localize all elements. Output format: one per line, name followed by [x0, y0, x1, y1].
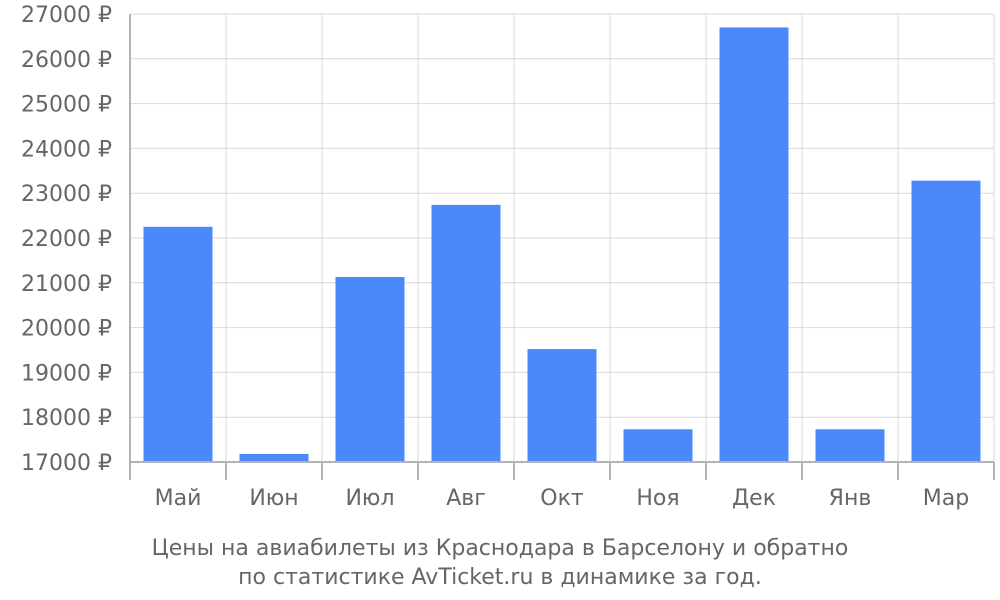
y-tick-label: 27000 ₽	[21, 3, 112, 28]
bar	[335, 276, 405, 462]
bar	[623, 429, 693, 462]
x-tick-label: Янв	[829, 486, 872, 511]
bar	[143, 226, 213, 462]
chart-caption-line-1: Цены на авиабилеты из Краснодара в Барсе…	[152, 536, 849, 561]
y-tick-label: 25000 ₽	[21, 93, 112, 118]
y-tick-label: 20000 ₽	[21, 317, 112, 342]
bar	[431, 204, 501, 462]
chart-caption-line-2: по статистике AvTicket.ru в динамике за …	[238, 565, 762, 590]
bar	[719, 27, 789, 462]
x-tick-label: Мар	[923, 486, 969, 511]
x-tick-label: Дек	[732, 486, 776, 511]
x-tick-label: Ноя	[636, 486, 679, 511]
chart-bars	[143, 27, 981, 462]
y-tick-label: 26000 ₽	[21, 48, 112, 73]
bar	[239, 453, 309, 462]
bar	[911, 180, 981, 462]
x-tick-label: Июн	[249, 486, 298, 511]
y-tick-label: 23000 ₽	[21, 182, 112, 207]
y-axis-labels: 17000 ₽ 18000 ₽ 19000 ₽ 20000 ₽ 21000 ₽ 22000…	[21, 3, 112, 476]
x-axis-labels: Май Июн Июл Авг Окт Ноя Дек Янв Мар	[155, 486, 970, 511]
y-tick-label: 21000 ₽	[21, 272, 112, 297]
x-tick-label: Май	[155, 486, 202, 511]
y-tick-label: 18000 ₽	[21, 406, 112, 431]
x-tick-label: Авг	[446, 486, 486, 511]
y-tick-label: 24000 ₽	[21, 137, 112, 162]
chart-axes	[129, 14, 995, 480]
x-tick-label: Июл	[345, 486, 394, 511]
y-tick-label: 19000 ₽	[21, 361, 112, 386]
y-tick-label: 22000 ₽	[21, 227, 112, 252]
x-tick-label: Окт	[540, 486, 584, 511]
y-tick-label: 17000 ₽	[21, 451, 112, 476]
bar	[527, 349, 597, 462]
bar	[815, 429, 885, 462]
